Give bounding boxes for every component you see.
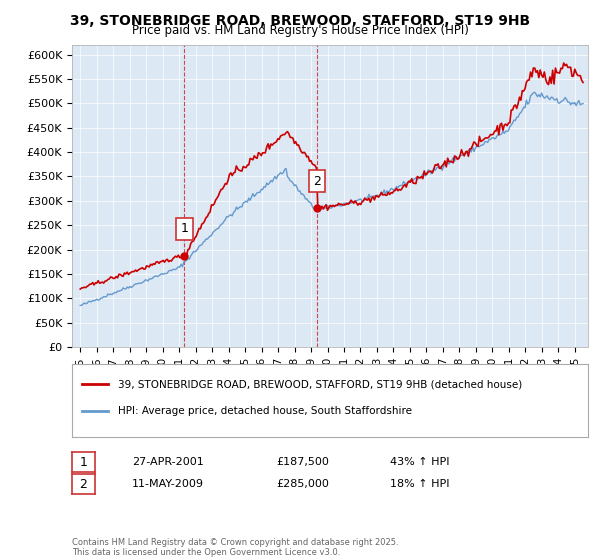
- Text: 27-APR-2001: 27-APR-2001: [132, 457, 204, 467]
- Text: 11-MAY-2009: 11-MAY-2009: [132, 479, 204, 489]
- Text: 18% ↑ HPI: 18% ↑ HPI: [390, 479, 449, 489]
- Text: 1: 1: [181, 222, 188, 235]
- Text: £187,500: £187,500: [276, 457, 329, 467]
- Text: Price paid vs. HM Land Registry's House Price Index (HPI): Price paid vs. HM Land Registry's House …: [131, 24, 469, 36]
- Text: HPI: Average price, detached house, South Staffordshire: HPI: Average price, detached house, Sout…: [118, 407, 412, 416]
- Text: Contains HM Land Registry data © Crown copyright and database right 2025.
This d: Contains HM Land Registry data © Crown c…: [72, 538, 398, 557]
- Text: 39, STONEBRIDGE ROAD, BREWOOD, STAFFORD, ST19 9HB: 39, STONEBRIDGE ROAD, BREWOOD, STAFFORD,…: [70, 14, 530, 28]
- Text: 2: 2: [313, 175, 321, 188]
- Text: 39, STONEBRIDGE ROAD, BREWOOD, STAFFORD, ST19 9HB (detached house): 39, STONEBRIDGE ROAD, BREWOOD, STAFFORD,…: [118, 379, 523, 389]
- Text: £285,000: £285,000: [276, 479, 329, 489]
- Text: 2: 2: [79, 478, 88, 491]
- Text: 1: 1: [79, 455, 88, 469]
- Text: 43% ↑ HPI: 43% ↑ HPI: [390, 457, 449, 467]
